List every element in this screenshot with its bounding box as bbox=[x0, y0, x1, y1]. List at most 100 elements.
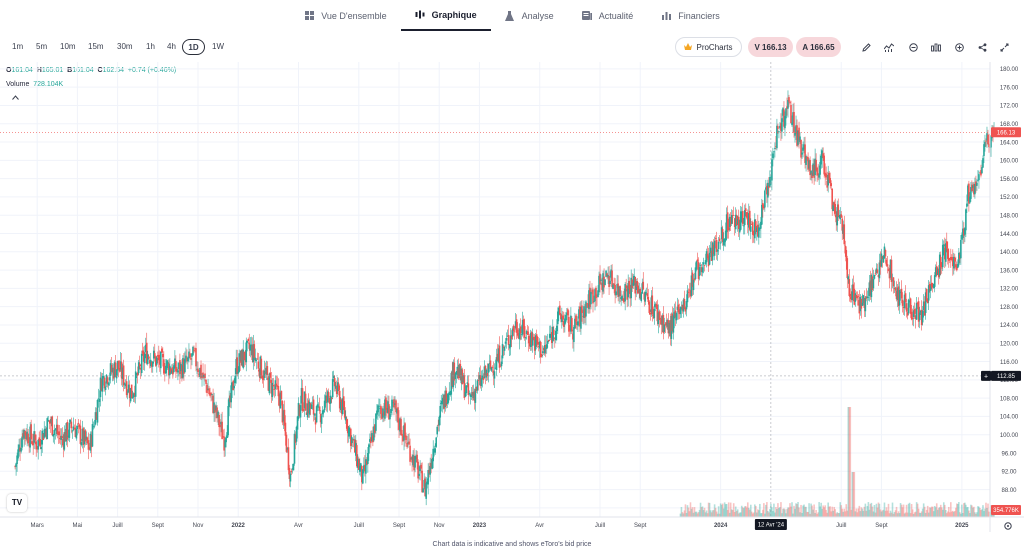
candle-body bbox=[393, 399, 395, 408]
candle-body bbox=[888, 268, 891, 279]
candle-body bbox=[513, 331, 516, 333]
candle-body bbox=[350, 437, 353, 444]
candle-body bbox=[886, 264, 889, 267]
price-chart[interactable]: 84.0088.0092.0096.00100.00104.00108.0011… bbox=[0, 62, 1024, 539]
volume-bar bbox=[921, 508, 924, 517]
volume-bar bbox=[943, 504, 946, 517]
candle-body bbox=[166, 360, 168, 369]
tab-financials[interactable]: Financiers bbox=[647, 0, 734, 31]
candle-body bbox=[301, 388, 304, 411]
candle-body bbox=[787, 100, 789, 109]
volume-bar bbox=[808, 503, 810, 517]
pencil-icon[interactable] bbox=[859, 40, 873, 54]
candle-body bbox=[936, 269, 939, 275]
volume-bar bbox=[777, 503, 779, 517]
timeframe-1h[interactable]: 1h bbox=[146, 42, 155, 51]
candle-body bbox=[78, 424, 81, 428]
add-icon[interactable] bbox=[952, 40, 966, 54]
candle-body bbox=[663, 324, 666, 332]
x-tick-label: Nov bbox=[434, 523, 445, 529]
candle-body bbox=[485, 369, 488, 378]
candle-body bbox=[604, 279, 606, 286]
volume-bar bbox=[900, 504, 903, 517]
candle-body bbox=[638, 290, 641, 293]
tab-analysis[interactable]: Analyse bbox=[491, 0, 568, 31]
candle-body bbox=[903, 294, 906, 309]
candle-body bbox=[142, 352, 145, 362]
candle-body bbox=[322, 410, 325, 413]
prochart-button[interactable]: ProCharts bbox=[675, 37, 742, 57]
candle-body bbox=[88, 447, 91, 450]
candle-body bbox=[118, 367, 121, 372]
candle-body bbox=[455, 371, 458, 375]
volume-bar bbox=[779, 507, 781, 517]
candle-body bbox=[92, 426, 95, 428]
volume-bar bbox=[827, 502, 829, 517]
volume-bar bbox=[797, 502, 799, 517]
volume-bar bbox=[714, 507, 717, 517]
candle-body bbox=[159, 357, 161, 365]
chart-type-icon[interactable] bbox=[929, 40, 943, 54]
candle-body bbox=[207, 388, 209, 391]
volume-bar bbox=[823, 507, 825, 517]
buy-price-button[interactable]: A 166.65 bbox=[796, 37, 841, 57]
collapse-legend-button[interactable] bbox=[8, 92, 22, 104]
candle-body bbox=[216, 407, 218, 419]
candle-body bbox=[685, 301, 688, 310]
candle-body bbox=[483, 366, 486, 378]
candle-body bbox=[815, 159, 817, 171]
timeframe-5m[interactable]: 5m bbox=[36, 42, 48, 51]
timeframe-1d[interactable]: 1D bbox=[182, 39, 205, 55]
candle-body bbox=[517, 333, 520, 339]
candle-body bbox=[621, 296, 623, 301]
timeframe-10m[interactable]: 10m bbox=[60, 42, 76, 51]
tab-news[interactable]: Actualité bbox=[568, 0, 648, 31]
timeframe-1m[interactable]: 1m bbox=[12, 42, 24, 51]
candle-body bbox=[581, 305, 583, 314]
indicators-icon[interactable] bbox=[882, 40, 896, 54]
candle-body bbox=[969, 196, 971, 203]
volume-bar bbox=[875, 503, 878, 517]
tab-chart[interactable]: Graphique bbox=[400, 0, 491, 31]
volume-bar bbox=[684, 504, 687, 517]
candle-body bbox=[296, 416, 299, 430]
candle-body bbox=[182, 358, 184, 378]
candle-body bbox=[382, 408, 384, 418]
tab-overview[interactable]: Vue D'ensemble bbox=[290, 0, 400, 31]
candle-body bbox=[358, 458, 360, 470]
high-key: H bbox=[36, 67, 42, 74]
candle-body bbox=[678, 309, 681, 315]
candle-body bbox=[476, 380, 479, 391]
candle-body bbox=[291, 468, 294, 470]
x-tick-label: Juill bbox=[595, 523, 605, 529]
candle-body bbox=[566, 312, 568, 315]
candle-body bbox=[139, 367, 142, 370]
candle-body bbox=[771, 159, 773, 181]
candle-body bbox=[119, 361, 122, 370]
share-icon[interactable] bbox=[975, 40, 989, 54]
candle-body bbox=[479, 375, 482, 387]
candle-body bbox=[714, 238, 717, 239]
compare-icon[interactable] bbox=[906, 40, 920, 54]
y-tick-label: 176.00 bbox=[1000, 85, 1019, 91]
fullscreen-icon[interactable] bbox=[997, 40, 1011, 54]
candle-body bbox=[91, 424, 94, 447]
volume-bar bbox=[904, 512, 907, 517]
candle-body bbox=[326, 391, 329, 403]
timeframe-1w[interactable]: 1W bbox=[212, 42, 224, 51]
candle-body bbox=[395, 400, 397, 413]
timeframe-15m[interactable]: 15m bbox=[88, 42, 104, 51]
sell-price-button[interactable]: V 166.13 bbox=[748, 37, 793, 57]
volume-bar bbox=[959, 512, 961, 517]
timeframe-30m[interactable]: 30m bbox=[117, 42, 133, 51]
candle-body bbox=[46, 418, 49, 440]
candle-body bbox=[607, 274, 609, 278]
candle-body bbox=[185, 355, 187, 359]
candle-body bbox=[16, 455, 18, 465]
candle-body bbox=[839, 214, 842, 220]
timeframe-4h[interactable]: 4h bbox=[167, 42, 176, 51]
candle-body bbox=[988, 143, 990, 148]
candle-body bbox=[561, 317, 563, 322]
candle-body bbox=[898, 290, 901, 306]
candle-body bbox=[665, 322, 668, 326]
